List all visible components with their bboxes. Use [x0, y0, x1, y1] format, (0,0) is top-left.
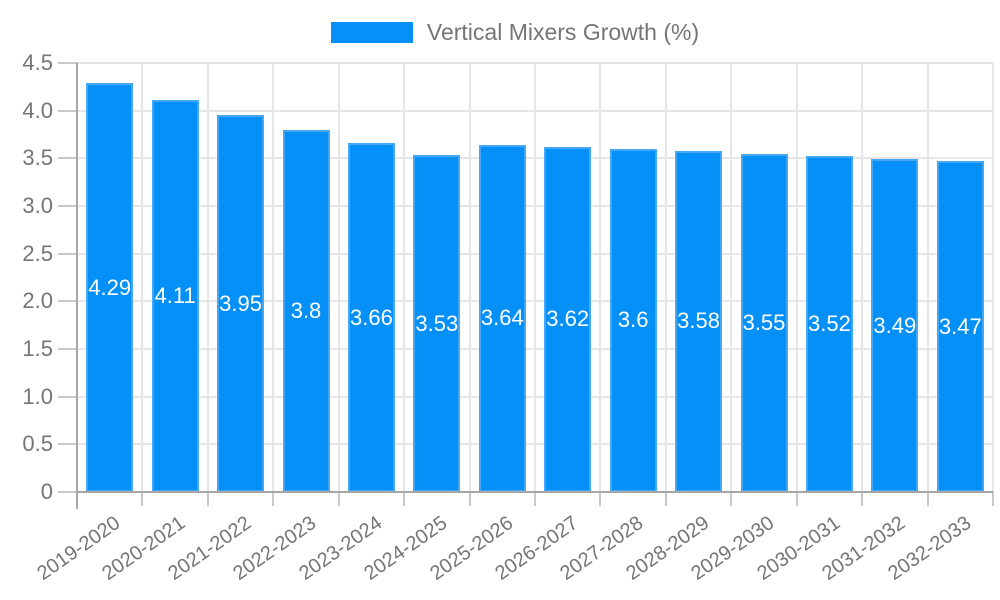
bar-value-label: 3.55 — [742, 309, 786, 335]
y-axis-tick — [58, 157, 77, 160]
bar[interactable] — [413, 155, 461, 492]
x-gridline — [992, 63, 994, 492]
y-axis-line — [76, 63, 78, 509]
x-gridline — [141, 63, 144, 492]
y-axis-tick-label: 0.5 — [22, 431, 53, 457]
y-axis-tick-label: 3.5 — [22, 145, 53, 171]
bar[interactable] — [282, 129, 330, 492]
x-gridline — [272, 63, 275, 492]
y-axis-tick — [58, 300, 77, 303]
bar[interactable] — [740, 153, 788, 492]
y-axis-tick — [58, 395, 77, 398]
bar-value-label: 3.95 — [219, 290, 262, 316]
bar[interactable] — [609, 148, 657, 492]
bar-value-label: 3.64 — [480, 305, 524, 331]
x-gridline — [795, 63, 798, 492]
x-gridline — [206, 63, 209, 492]
y-axis-tick — [58, 62, 77, 64]
y-axis-tick — [58, 109, 77, 112]
x-axis-tick — [141, 492, 144, 506]
x-gridline — [468, 63, 471, 492]
x-gridline — [403, 63, 406, 492]
y-axis-tick-label: 0 — [40, 479, 53, 504]
x-gridline — [337, 63, 340, 492]
bar-value-label: 3.66 — [350, 304, 393, 330]
bar[interactable] — [936, 161, 984, 492]
y-axis-tick-label: 2.5 — [22, 240, 53, 266]
x-axis-tick — [599, 492, 602, 506]
y-axis-tick — [58, 443, 77, 446]
bar[interactable] — [871, 159, 919, 492]
y-axis-tick-label: 2.0 — [22, 288, 53, 314]
legend-swatch[interactable] — [330, 21, 413, 43]
x-axis-tick — [795, 492, 798, 506]
x-axis-tick — [992, 492, 994, 506]
y-axis-tick — [58, 491, 77, 493]
x-gridline — [730, 63, 733, 492]
y-axis-tick-label: 1.5 — [22, 336, 53, 361]
x-axis-tick — [926, 492, 929, 506]
x-axis-tick — [337, 492, 340, 506]
y-axis-tick-label: 1.0 — [22, 383, 53, 409]
bar[interactable] — [805, 156, 853, 492]
x-gridline — [861, 63, 864, 492]
y-axis-tick — [58, 348, 77, 350]
bar-value-label: 4.29 — [88, 274, 132, 300]
y-axis-tick-label: 4.0 — [22, 97, 53, 123]
x-axis-tick — [534, 492, 536, 506]
bar-value-label: 3.62 — [546, 306, 590, 332]
chart-legend[interactable]: Vertical Mixers Growth (%) — [15, 19, 1000, 45]
x-axis-tick — [468, 492, 471, 506]
x-axis-tick — [730, 492, 733, 506]
bar-value-label: 3.53 — [415, 310, 459, 336]
x-axis-tick — [206, 492, 209, 506]
bar-value-label: 3.6 — [617, 307, 649, 333]
x-axis-tick — [861, 492, 864, 506]
x-axis-tick — [403, 492, 406, 506]
x-axis-tick — [664, 492, 667, 506]
bar-value-label: 3.58 — [677, 308, 720, 334]
x-gridline — [664, 63, 667, 492]
x-gridline — [926, 63, 929, 492]
bar-value-label: 3.52 — [808, 311, 851, 337]
bar[interactable] — [478, 145, 526, 492]
y-axis-tick-label: 3.0 — [22, 193, 53, 218]
y-axis-tick-label: 4.5 — [22, 50, 53, 75]
x-axis-tick — [272, 492, 275, 506]
y-axis-tick — [58, 205, 77, 207]
bar-value-label: 3.49 — [873, 312, 917, 338]
x-gridline — [534, 63, 536, 492]
bar-value-label: 4.11 — [154, 283, 196, 309]
x-axis-line — [77, 491, 993, 493]
bar[interactable] — [675, 150, 723, 492]
bar[interactable] — [217, 115, 265, 492]
bar[interactable] — [347, 143, 395, 492]
y-axis-tick — [58, 252, 77, 255]
x-gridline — [599, 63, 602, 492]
bar-value-label: 3.8 — [290, 297, 322, 323]
bar[interactable] — [544, 146, 592, 492]
plot-area: 4.5 4.0 3.5 3.0 2.5 2.0 1.5 1.0 0.5 0 4.29 2019-202… — [22, 50, 994, 585]
bar-value-label: 3.47 — [938, 313, 982, 339]
legend-label: Vertical Mixers Growth (%) — [426, 18, 700, 45]
bar[interactable] — [86, 83, 134, 492]
